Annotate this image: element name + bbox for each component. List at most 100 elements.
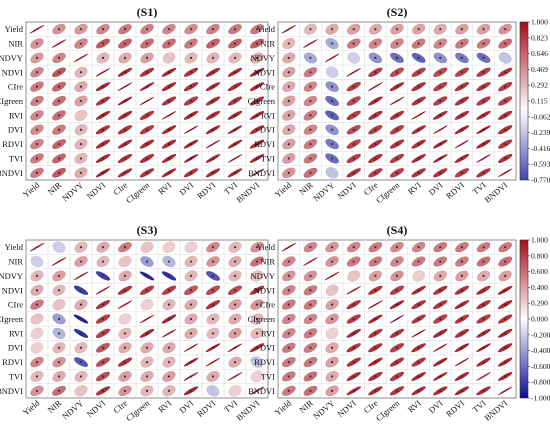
significance-mark — [211, 375, 215, 378]
row-label: NDVI — [2, 285, 23, 295]
significance-mark — [352, 332, 355, 335]
significance-mark — [439, 317, 442, 321]
corr-ellipse — [73, 271, 89, 281]
significance-mark — [374, 99, 377, 103]
significance-mark — [417, 142, 420, 146]
significance-mark — [123, 246, 127, 249]
row-label: DVI — [260, 343, 275, 353]
significance-mark — [287, 375, 290, 378]
corr-ellipse — [497, 386, 513, 396]
significance-mark — [255, 128, 259, 131]
significance-mark — [233, 171, 237, 174]
significance-mark — [309, 389, 312, 392]
significance-mark — [101, 128, 105, 131]
significance-mark — [287, 289, 290, 292]
significance-mark — [504, 28, 507, 31]
significance-mark — [189, 42, 193, 45]
corr-ellipse — [476, 372, 492, 381]
significance-mark — [460, 171, 464, 174]
significance-mark — [330, 42, 334, 45]
corr-ellipse — [117, 300, 133, 310]
column-label: Yield — [273, 179, 294, 199]
column-label: NDVY — [60, 180, 85, 203]
row-label: TVI — [9, 153, 23, 163]
significance-mark — [439, 157, 442, 160]
significance-mark — [123, 360, 127, 364]
significance-mark — [167, 157, 171, 160]
significance-mark — [482, 360, 485, 364]
row-label: NDVY — [250, 271, 275, 281]
significance-mark — [482, 56, 485, 60]
significance-mark — [101, 260, 105, 263]
significance-mark — [482, 346, 485, 349]
row-label: NDVI — [254, 67, 275, 77]
significance-mark — [145, 142, 149, 146]
significance-mark — [504, 317, 507, 321]
significance-mark — [189, 171, 193, 174]
significance-mark — [439, 114, 442, 117]
corr-ellipse — [52, 241, 66, 253]
colorbar-tick-label: 0.000 — [531, 315, 548, 324]
colorbar-tick-label: 0.115 — [531, 97, 548, 106]
significance-mark — [233, 246, 237, 249]
significance-mark — [439, 28, 442, 31]
panel-4: (S4)YieldNIRNDVYNDVICIreCIgreenRVIDVIRDV… — [248, 223, 550, 423]
significance-mark — [287, 85, 290, 88]
colorbar-tick-label: -0.062 — [531, 112, 550, 121]
significance-mark — [189, 28, 193, 31]
significance-mark — [101, 375, 105, 378]
significance-mark — [35, 360, 39, 364]
significance-mark — [57, 332, 61, 335]
corr-ellipse — [205, 357, 221, 367]
significance-mark — [167, 128, 171, 131]
significance-mark — [504, 114, 507, 117]
significance-mark — [79, 157, 83, 160]
significance-mark — [504, 142, 507, 146]
significance-mark — [460, 42, 464, 45]
corr-ellipse — [432, 125, 448, 135]
corr-ellipse — [346, 285, 362, 295]
significance-mark — [309, 289, 312, 292]
significance-mark — [352, 171, 355, 174]
significance-mark — [439, 274, 442, 278]
corr-ellipse — [95, 285, 111, 295]
significance-mark — [482, 99, 485, 103]
column-label: NDVY — [60, 398, 85, 421]
panel-3: (S3)YieldNIRNDVYNDVICIreCIgreenRVIDVIRDV… — [0, 223, 269, 423]
significance-mark — [255, 246, 259, 249]
column-label: RDVI — [195, 180, 217, 201]
significance-mark — [189, 56, 193, 60]
column-label: DVI — [177, 398, 195, 415]
significance-mark — [395, 42, 399, 45]
column-label: RDVI — [444, 180, 466, 201]
significance-mark — [460, 71, 464, 74]
corr-ellipse — [389, 314, 405, 324]
colorbar-tick-label: 1.000 — [531, 18, 548, 27]
column-label: RVI — [406, 398, 423, 415]
significance-mark — [309, 56, 312, 60]
significance-mark — [211, 303, 215, 306]
significance-mark — [460, 157, 464, 160]
significance-mark — [330, 99, 334, 103]
significance-mark — [57, 71, 61, 74]
column-label: RDVI — [444, 398, 466, 419]
colorbar-tick-label: 0.646 — [531, 49, 548, 58]
significance-mark — [79, 71, 83, 74]
corr-ellipse — [454, 357, 470, 367]
significance-mark — [123, 332, 127, 335]
significance-mark — [439, 71, 442, 74]
corr-ellipse — [51, 257, 67, 266]
corr-ellipse — [346, 67, 362, 77]
corr-ellipse — [412, 270, 426, 282]
row-label: RDVI — [254, 357, 275, 367]
significance-mark — [439, 99, 442, 103]
significance-mark — [35, 289, 39, 292]
corr-ellipse — [95, 67, 111, 77]
corr-ellipse — [228, 385, 242, 397]
significance-mark — [101, 56, 105, 60]
corr-ellipse — [162, 52, 176, 64]
colorbar-tick-label: -0.416 — [531, 144, 550, 153]
significance-mark — [255, 85, 259, 88]
corr-ellipse — [367, 82, 383, 92]
significance-mark — [189, 289, 193, 292]
